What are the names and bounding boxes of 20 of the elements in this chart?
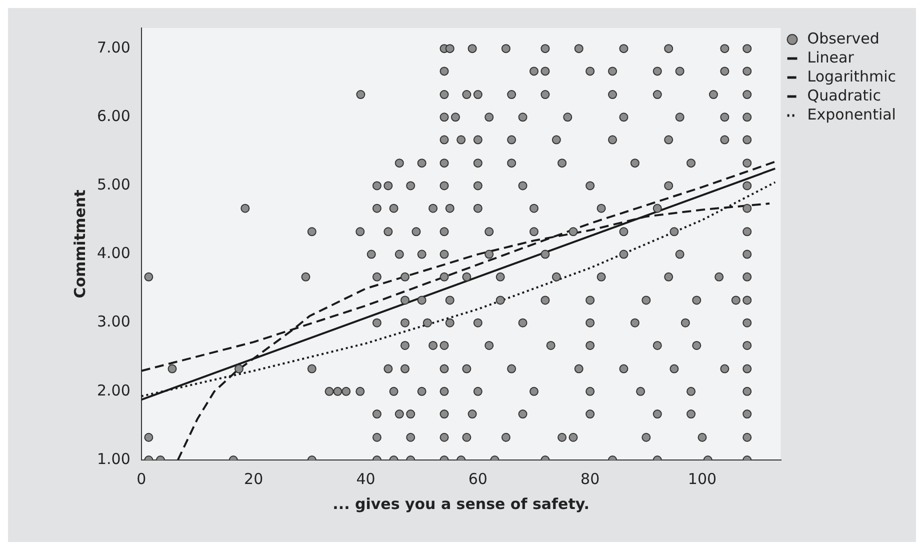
y-axis-title: Commitment xyxy=(70,190,89,298)
legend-label: Exponential xyxy=(807,105,896,124)
x-tick-label: 40 xyxy=(356,470,376,488)
x-tick-label: 0 xyxy=(136,470,146,488)
y-tick-label: 1.00 xyxy=(96,450,130,468)
legend-label: Linear xyxy=(807,48,855,66)
y-tick-label: 7.00 xyxy=(96,38,130,56)
legend-label: Observed xyxy=(807,29,880,48)
y-tick-label: 5.00 xyxy=(96,176,130,194)
y-tick-label: 2.00 xyxy=(96,381,130,400)
legend-label: Logarithmic xyxy=(807,67,896,86)
x-tick-label: 100 xyxy=(688,470,717,488)
x-tick-label: 60 xyxy=(468,470,488,488)
y-tick-label: 3.00 xyxy=(96,312,130,331)
x-tick-label: 20 xyxy=(244,470,264,488)
legend-label: Quadratic xyxy=(807,86,881,104)
x-axis-title: ... gives you a sense of safety. xyxy=(332,494,590,513)
y-tick-label: 6.00 xyxy=(96,107,130,126)
y-tick-label: 4.00 xyxy=(96,244,130,262)
x-tick-label: 80 xyxy=(580,470,600,488)
